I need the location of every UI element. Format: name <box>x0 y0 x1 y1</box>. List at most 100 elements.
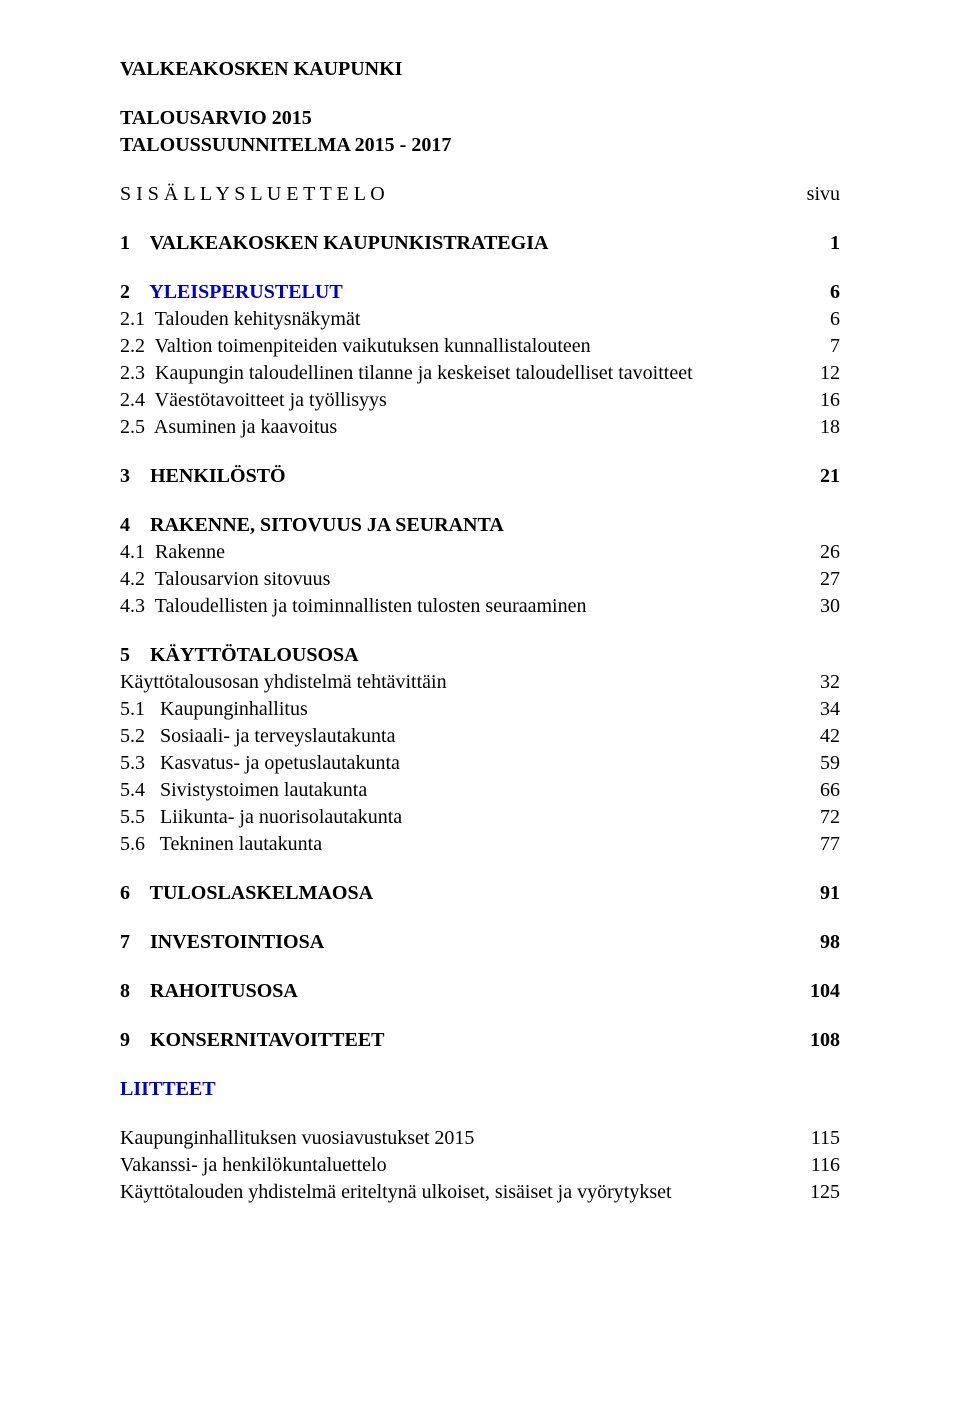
toc-section-2: 2 YLEISPERUSTELUT 6 <box>120 279 840 306</box>
toc-section-4: 4 RAKENNE, SITOVUUS JA SEURANTA <box>120 512 840 539</box>
toc-sub-num: 5.1 <box>120 698 145 720</box>
toc-sub: 5.6 Tekninen lautakunta 77 <box>120 831 840 858</box>
toc-sub-page: 59 <box>780 750 840 777</box>
toc-section-6: 6 TULOSLASKELMAOSA 91 <box>120 880 840 907</box>
toc-sub: 5.1 Kaupunginhallitus 34 <box>120 696 840 723</box>
toc-intro-page: 32 <box>780 669 840 696</box>
appendix-item-title: Käyttötalouden yhdistelmä eriteltynä ulk… <box>120 1179 780 1206</box>
toc-sub-title: Talouden kehitysnäkymät <box>155 308 361 330</box>
toc-sub-num: 5.5 <box>120 806 145 828</box>
page: VALKEAKOSKEN KAUPUNKI TALOUSARVIO 2015 T… <box>0 0 960 1417</box>
toc-sub-num: 5.3 <box>120 752 145 774</box>
toc-intro-title: Käyttötalousosan yhdistelmä tehtävittäin <box>120 669 780 696</box>
toc-intro: Käyttötalousosan yhdistelmä tehtävittäin… <box>120 669 840 696</box>
toc-page: 108 <box>780 1027 840 1054</box>
toc-label: 2 YLEISPERUSTELUT <box>120 279 780 306</box>
appendix-item-page: 125 <box>780 1179 840 1206</box>
toc-sub-page: 30 <box>780 593 840 620</box>
toc-sub: 2.1 Talouden kehitysnäkymät 6 <box>120 306 840 333</box>
toc-section-3: 3 HENKILÖSTÖ 21 <box>120 463 840 490</box>
toc-num: 6 <box>120 882 130 904</box>
toc-sub: 2.4 Väestötavoitteet ja työllisyys 16 <box>120 387 840 414</box>
toc-sub: 2.3 Kaupungin taloudellinen tilanne ja k… <box>120 360 840 387</box>
toc-sub: 4.2 Talousarvion sitovuus 27 <box>120 566 840 593</box>
toc-sub: 5.4 Sivistystoimen lautakunta 66 <box>120 777 840 804</box>
toc-page: 1 <box>780 230 840 257</box>
toc-header-row: S I S Ä L L Y S L U E T T E L O sivu <box>120 181 840 208</box>
toc-sub-title: Sosiaali- ja terveyslautakunta <box>160 725 395 747</box>
toc-num: 9 <box>120 1029 130 1051</box>
toc-sub-page: 27 <box>780 566 840 593</box>
toc-sub-num: 5.2 <box>120 725 145 747</box>
toc-page: 104 <box>780 978 840 1005</box>
toc-section-7: 7 INVESTOINTIOSA 98 <box>120 929 840 956</box>
toc-header-left: S I S Ä L L Y S L U E T T E L O <box>120 181 780 208</box>
toc-sub-page: 7 <box>780 333 840 360</box>
toc-title: RAHOITUSOSA <box>150 980 298 1002</box>
appendix-title: LIITTEET <box>120 1076 840 1103</box>
toc-sub-title: Rakenne <box>155 541 225 563</box>
toc-sub-title: Kaupunginhallitus <box>160 698 308 720</box>
toc-title: INVESTOINTIOSA <box>150 931 324 953</box>
toc-page: 6 <box>780 279 840 306</box>
toc-title: HENKILÖSTÖ <box>150 465 286 487</box>
toc-sub-num: 2.3 <box>120 362 145 384</box>
toc-section-9: 9 KONSERNITAVOITTEET 108 <box>120 1027 840 1054</box>
toc-num: 1 <box>120 232 130 254</box>
toc-sub-num: 5.6 <box>120 833 145 855</box>
toc-title: VALKEAKOSKEN KAUPUNKISTRATEGIA <box>150 232 549 254</box>
toc-num: 5 <box>120 644 130 666</box>
toc-sub: 4.1 Rakenne 26 <box>120 539 840 566</box>
toc-num: 4 <box>120 514 130 536</box>
toc-section-5: 5 KÄYTTÖTALOUSOSA <box>120 642 840 669</box>
toc-sub-title: Taloudellisten ja toiminnallisten tulost… <box>155 595 587 617</box>
toc-sub-page: 42 <box>780 723 840 750</box>
toc-num: 8 <box>120 980 130 1002</box>
toc-num: 2 <box>120 281 130 303</box>
toc-title: KONSERNITAVOITTEET <box>150 1029 385 1051</box>
toc-num: 3 <box>120 465 130 487</box>
toc-sub: 2.5 Asuminen ja kaavoitus 18 <box>120 414 840 441</box>
toc-sub-title: Valtion toimenpiteiden vaikutuksen kunna… <box>155 335 591 357</box>
toc-sub-num: 2.1 <box>120 308 145 330</box>
toc-title: RAKENNE, SITOVUUS JA SEURANTA <box>150 514 504 536</box>
appendix-item-title: Vakanssi- ja henkilökuntaluettelo <box>120 1152 780 1179</box>
toc-sub-title: Asuminen ja kaavoitus <box>154 416 337 438</box>
toc-num: 7 <box>120 931 130 953</box>
toc-sub: 5.3 Kasvatus- ja opetuslautakunta 59 <box>120 750 840 777</box>
toc-title: KÄYTTÖTALOUSOSA <box>150 644 359 666</box>
toc-section-1: 1 VALKEAKOSKEN KAUPUNKISTRATEGIA 1 <box>120 230 840 257</box>
toc-sub-page: 72 <box>780 804 840 831</box>
toc-page: 21 <box>780 463 840 490</box>
toc-sub: 4.3 Taloudellisten ja toiminnallisten tu… <box>120 593 840 620</box>
toc-label: 1 VALKEAKOSKEN KAUPUNKISTRATEGIA <box>120 230 780 257</box>
toc-sub-title: Kaupungin taloudellinen tilanne ja keske… <box>155 362 693 384</box>
toc-sub-page: 26 <box>780 539 840 566</box>
appendix-item: Kaupunginhallituksen vuosiavustukset 201… <box>120 1125 840 1152</box>
appendix-item: Vakanssi- ja henkilökuntaluettelo 116 <box>120 1152 840 1179</box>
toc-sub-page: 66 <box>780 777 840 804</box>
org-name: VALKEAKOSKEN KAUPUNKI <box>120 56 840 83</box>
toc-sub: 2.2 Valtion toimenpiteiden vaikutuksen k… <box>120 333 840 360</box>
toc-sub-title: Kasvatus- ja opetuslautakunta <box>160 752 400 774</box>
toc-sub: 5.5 Liikunta- ja nuorisolautakunta 72 <box>120 804 840 831</box>
toc-sub-num: 4.3 <box>120 595 145 617</box>
doc-title-line-2: TALOUSSUUNNITELMA 2015 - 2017 <box>120 132 840 159</box>
toc-sub-num: 2.4 <box>120 389 145 411</box>
toc-header-right: sivu <box>780 181 840 208</box>
doc-title-line-1: TALOUSARVIO 2015 <box>120 105 840 132</box>
toc-sub-num: 5.4 <box>120 779 145 801</box>
toc-page: 91 <box>780 880 840 907</box>
toc-sub-page: 34 <box>780 696 840 723</box>
toc-sub-title: Tekninen lautakunta <box>160 833 322 855</box>
toc-sub-page: 6 <box>780 306 840 333</box>
toc-sub-num: 2.5 <box>120 416 145 438</box>
toc-sub-page: 18 <box>780 414 840 441</box>
appendix-item-title: Kaupunginhallituksen vuosiavustukset 201… <box>120 1125 780 1152</box>
appendix-item-page: 116 <box>780 1152 840 1179</box>
appendix-item: Käyttötalouden yhdistelmä eriteltynä ulk… <box>120 1179 840 1206</box>
toc-sub: 5.2 Sosiaali- ja terveyslautakunta 42 <box>120 723 840 750</box>
toc-sub-title: Liikunta- ja nuorisolautakunta <box>160 806 402 828</box>
appendix-item-page: 115 <box>780 1125 840 1152</box>
toc-sub-title: Sivistystoimen lautakunta <box>160 779 367 801</box>
